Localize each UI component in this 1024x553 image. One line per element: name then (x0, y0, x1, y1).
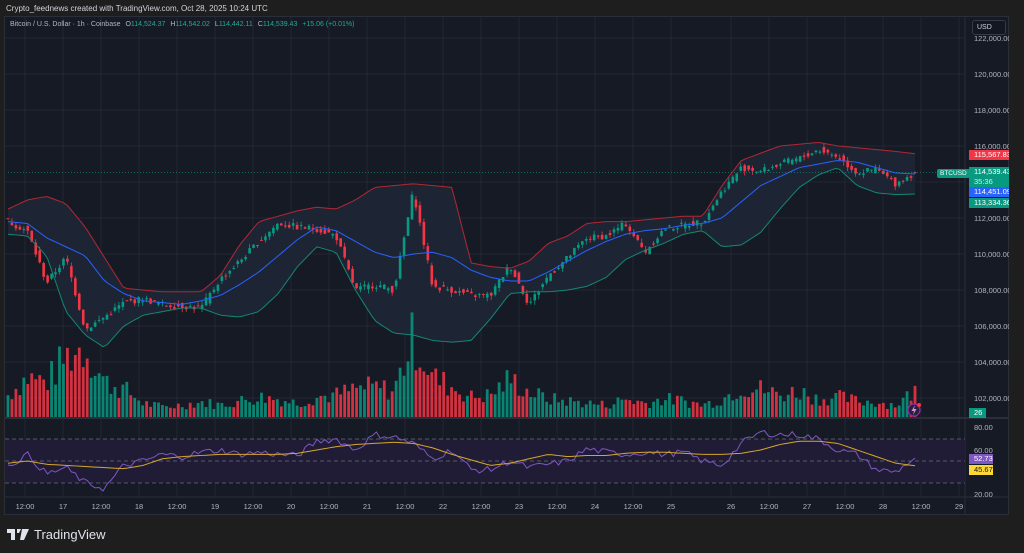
high-value: 114,542.02 (175, 21, 210, 28)
time-tick: 12:00 (243, 502, 263, 511)
price-tick: 118,000.00 (974, 106, 1011, 115)
bb-basis-tag: 114,451.09 (969, 187, 1016, 197)
time-tick: 23 (514, 502, 524, 511)
bb-upper-tag: 115,567.83 (969, 150, 1016, 160)
time-tick: 12:00 (623, 502, 643, 511)
time-tick: 12:00 (471, 502, 491, 511)
close-label: C (257, 21, 263, 28)
low-value: 114,442.11 (218, 21, 253, 28)
rsi-tick: 20.00 (974, 490, 993, 499)
countdown: 35:36 (974, 177, 993, 186)
time-tick: 12:00 (911, 502, 931, 511)
time-tick: 12:00 (319, 502, 339, 511)
lightning-alert-icon[interactable] (906, 402, 922, 418)
rsi-ma-tag: 45.67 (969, 465, 993, 475)
chart-caption: Crypto_feednews created with TradingView… (6, 4, 268, 13)
time-tick: 21 (362, 502, 372, 511)
time-tick: 12:00 (547, 502, 567, 511)
price-tick: 120,000.00 (974, 70, 1012, 79)
high-label: H (170, 21, 176, 28)
last-price-tag: 114,539.43 35:36 (969, 167, 1016, 187)
time-tick: 28 (878, 502, 888, 511)
volume-tag: 26 (969, 408, 986, 418)
price-tick: 116,000.00 (974, 142, 1011, 151)
price-tick: 110,000.00 (974, 250, 1011, 259)
time-tick: 19 (210, 502, 220, 511)
tradingview-brand: TradingView (7, 527, 106, 542)
chart-frame[interactable] (4, 16, 1009, 515)
time-tick: 29 (954, 502, 964, 511)
last-price-value: 114,539.43 (974, 167, 1011, 176)
price-tick: 108,000.00 (974, 286, 1012, 295)
time-tick: 12:00 (15, 502, 35, 511)
open-value: 114,524.37 (130, 21, 166, 28)
change-value: +15.06 (+0.01%) (302, 21, 355, 28)
currency-button[interactable]: USD (972, 20, 1006, 35)
price-tick: 122,000.00 (974, 34, 1012, 43)
brand-label: TradingView (34, 527, 106, 542)
time-tick: 17 (58, 502, 68, 511)
time-tick: 20 (286, 502, 296, 511)
tradingview-logo-icon (7, 529, 29, 540)
time-tick: 24 (590, 502, 600, 511)
time-tick: 12:00 (167, 502, 187, 511)
price-tick: 102,000.00 (974, 394, 1012, 403)
time-tick: 18 (134, 502, 144, 511)
time-tick: 12:00 (395, 502, 415, 511)
low-label: L (214, 21, 219, 28)
time-tick: 22 (438, 502, 448, 511)
time-tick: 12:00 (759, 502, 779, 511)
rsi-tick: 80.00 (974, 423, 993, 432)
price-tick: 106,000.00 (974, 322, 1012, 331)
time-tick: 26 (726, 502, 736, 511)
close-value: 114,539.43 (262, 21, 298, 28)
bb-lower-tag: 113,334.36 (969, 198, 1016, 208)
ohlc-legend: Bitcoin / U.S. Dollar · 1h · Coinbase O1… (10, 21, 354, 28)
rsi-tag: 52.73 (969, 454, 993, 464)
time-tick: 27 (802, 502, 812, 511)
price-tick: 104,000.00 (974, 358, 1012, 367)
symbol-tag: BTCUSD (937, 169, 970, 178)
rsi-tick: 60.00 (974, 446, 993, 455)
time-tick: 12:00 (835, 502, 855, 511)
symbol-description: Bitcoin / U.S. Dollar · 1h · Coinbase (10, 21, 121, 28)
time-tick: 12:00 (91, 502, 111, 511)
right-scroll-strip (1009, 16, 1024, 515)
time-tick: 25 (666, 502, 676, 511)
price-tick: 112,000.00 (974, 214, 1011, 223)
open-label: O (125, 21, 131, 28)
